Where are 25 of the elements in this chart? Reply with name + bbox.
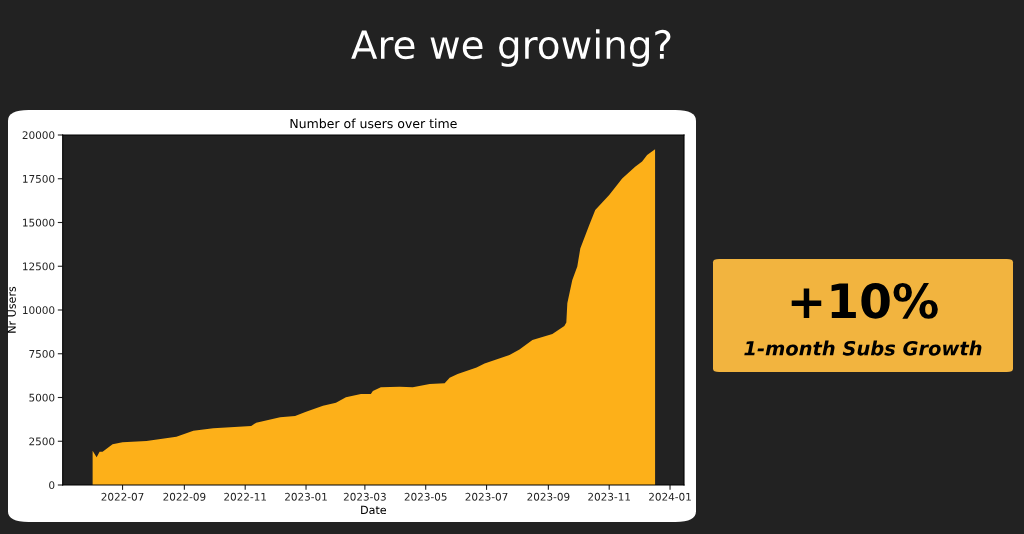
y-tick-label: 0 xyxy=(49,481,55,490)
text: 1-month Subs Growth xyxy=(744,340,982,356)
x-tick-label: 2023-09 xyxy=(527,492,570,501)
x-tick-label: 2023-05 xyxy=(404,492,447,501)
x-tick-label: 2023-01 xyxy=(285,492,327,501)
x-tick-label: 2023-07 xyxy=(465,492,508,501)
chart-subtitle: Number of users over time xyxy=(290,118,457,129)
y-tick-label: 17500 xyxy=(23,174,55,183)
y-tick-label: 2500 xyxy=(29,437,55,446)
x-tick-label: 2024-01 xyxy=(649,492,691,501)
x-tick-label: 2022-11 xyxy=(224,492,266,501)
y-tick-label: 15000 xyxy=(23,218,55,227)
chart-title: Are we growing? xyxy=(351,29,671,67)
y-tick-label: 10000 xyxy=(23,306,55,315)
y-tick-label: 7500 xyxy=(29,349,55,358)
y-tick-label: 12500 xyxy=(23,262,55,271)
text: +10% xyxy=(791,282,938,319)
x-tick-label: 2022-09 xyxy=(163,492,206,501)
x-tick-label: 2023-11 xyxy=(588,492,630,501)
y-tick-label: 5000 xyxy=(29,393,55,402)
y-axis-title: Nr Users xyxy=(7,286,16,333)
x-tick-label: 2023-03 xyxy=(343,492,386,501)
x-tick-label: 2022-07 xyxy=(101,492,144,501)
y-tick-label: 20000 xyxy=(22,131,55,140)
x-axis-title: Date xyxy=(361,505,387,515)
